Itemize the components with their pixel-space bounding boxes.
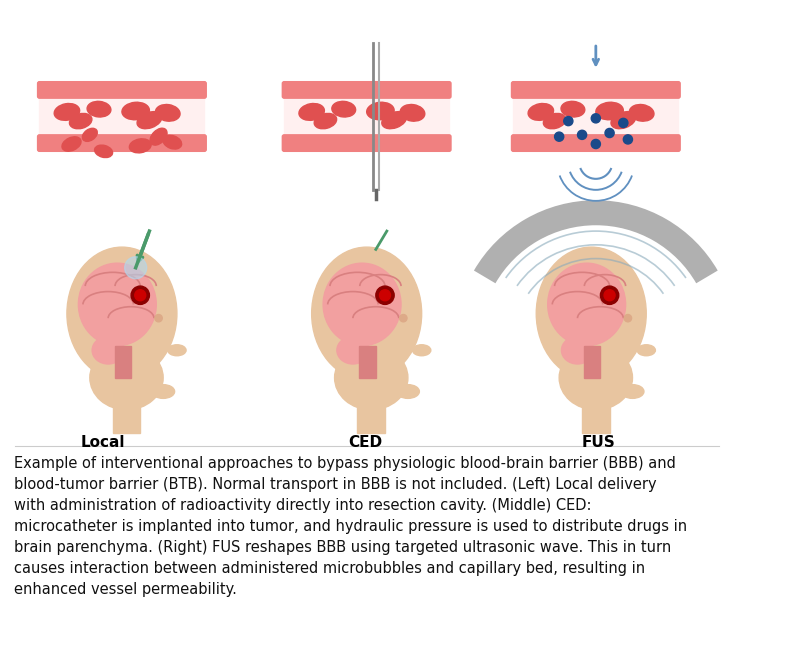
Ellipse shape <box>137 112 162 128</box>
Circle shape <box>591 114 601 123</box>
Bar <box>584 346 601 378</box>
Ellipse shape <box>122 102 150 120</box>
Circle shape <box>604 290 615 301</box>
Circle shape <box>591 140 601 148</box>
Circle shape <box>155 314 162 322</box>
Ellipse shape <box>67 247 177 380</box>
FancyBboxPatch shape <box>282 135 451 152</box>
Circle shape <box>601 286 618 305</box>
Ellipse shape <box>559 346 633 410</box>
Ellipse shape <box>332 101 356 117</box>
Circle shape <box>376 286 394 305</box>
Ellipse shape <box>152 385 174 399</box>
Bar <box>284 95 449 138</box>
Bar <box>514 95 678 138</box>
Circle shape <box>578 130 586 140</box>
Circle shape <box>125 257 146 279</box>
Ellipse shape <box>562 336 594 364</box>
Ellipse shape <box>413 345 431 355</box>
Ellipse shape <box>611 112 636 128</box>
Ellipse shape <box>314 113 337 129</box>
Ellipse shape <box>334 346 408 410</box>
Bar <box>39 95 205 138</box>
FancyBboxPatch shape <box>511 81 680 98</box>
Bar <box>358 387 385 433</box>
Circle shape <box>623 135 633 144</box>
Ellipse shape <box>94 145 113 158</box>
Ellipse shape <box>561 101 585 117</box>
Bar <box>114 346 131 378</box>
Circle shape <box>618 118 628 128</box>
Circle shape <box>134 290 146 301</box>
Ellipse shape <box>621 385 644 399</box>
Ellipse shape <box>630 105 654 121</box>
Ellipse shape <box>366 102 394 120</box>
Text: CED: CED <box>348 434 382 449</box>
Ellipse shape <box>163 135 182 149</box>
Circle shape <box>400 314 407 322</box>
Ellipse shape <box>548 263 626 346</box>
Ellipse shape <box>637 345 655 355</box>
Ellipse shape <box>312 247 422 380</box>
Ellipse shape <box>62 137 81 151</box>
Ellipse shape <box>70 113 92 129</box>
Text: Example of interventional approaches to bypass physiologic blood-brain barrier (: Example of interventional approaches to … <box>14 455 687 596</box>
Text: Local: Local <box>81 434 125 449</box>
Bar <box>359 346 376 378</box>
Circle shape <box>564 117 573 126</box>
Ellipse shape <box>90 346 163 410</box>
Circle shape <box>554 132 564 141</box>
Bar <box>582 387 610 433</box>
Ellipse shape <box>337 336 369 364</box>
FancyBboxPatch shape <box>38 81 206 98</box>
Text: FUS: FUS <box>582 434 616 449</box>
Ellipse shape <box>596 102 623 120</box>
Ellipse shape <box>150 128 167 145</box>
Ellipse shape <box>92 336 124 364</box>
FancyBboxPatch shape <box>38 135 206 152</box>
FancyBboxPatch shape <box>282 81 451 98</box>
Ellipse shape <box>536 247 646 380</box>
Circle shape <box>131 286 150 305</box>
Circle shape <box>605 128 614 138</box>
Ellipse shape <box>78 263 156 346</box>
Ellipse shape <box>87 101 111 117</box>
Ellipse shape <box>382 112 406 128</box>
Ellipse shape <box>54 103 80 120</box>
Ellipse shape <box>397 385 419 399</box>
Ellipse shape <box>400 105 425 121</box>
Circle shape <box>624 314 631 322</box>
Ellipse shape <box>299 103 324 120</box>
Ellipse shape <box>155 105 180 121</box>
Ellipse shape <box>168 345 186 355</box>
Ellipse shape <box>130 139 151 153</box>
Ellipse shape <box>323 263 401 346</box>
Ellipse shape <box>528 103 554 120</box>
Ellipse shape <box>543 113 566 129</box>
FancyBboxPatch shape <box>511 135 680 152</box>
Circle shape <box>379 290 390 301</box>
Ellipse shape <box>82 128 98 142</box>
Bar <box>113 387 140 433</box>
